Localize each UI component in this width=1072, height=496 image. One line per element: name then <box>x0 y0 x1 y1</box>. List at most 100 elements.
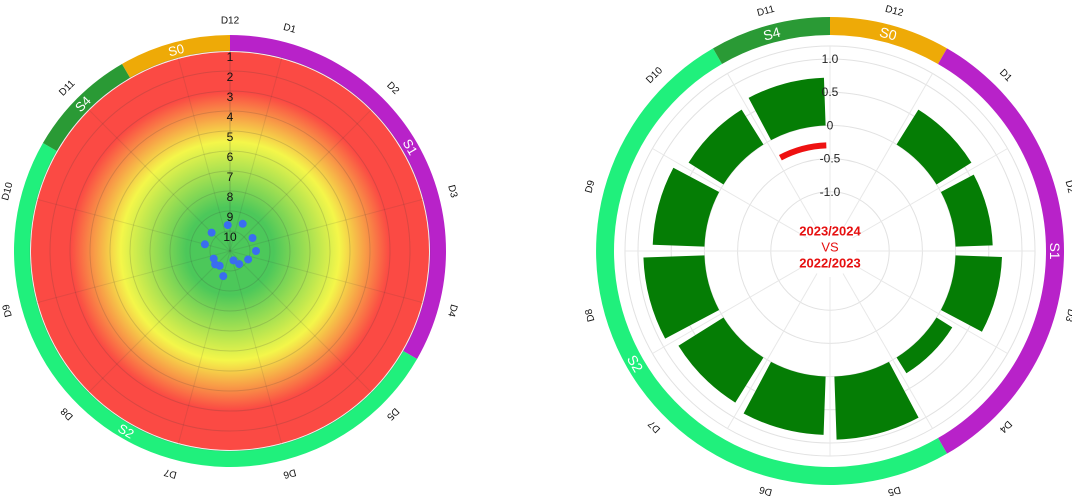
data-point[interactable] <box>229 256 238 265</box>
group-label: S0 <box>878 24 899 44</box>
group-label: S4 <box>761 24 782 44</box>
group-label: S2 <box>115 421 136 442</box>
category-label: D7 <box>646 418 663 435</box>
category-label: D3 <box>1062 308 1072 324</box>
radial-tick-label: 5 <box>227 130 234 144</box>
grid-spoke <box>177 250 231 445</box>
sector-label: D12 <box>221 16 240 27</box>
group-ring-s0 <box>122 35 230 78</box>
group-label: S0 <box>167 41 186 60</box>
sector-label: D10 <box>0 181 15 202</box>
category-label: D8 <box>583 307 597 323</box>
radial-tick-label: -1.0 <box>820 185 841 199</box>
grid-spoke <box>652 148 808 239</box>
category-label: D2 <box>1063 179 1072 195</box>
data-point[interactable] <box>200 240 209 249</box>
bar-positive[interactable] <box>896 317 953 374</box>
radial-bar-chart: S0 S1 S2 S4 1.0 0.5 0 -0.5 -1.0 D12 D1 D2 D3 D4 D5 D6 D7… <box>583 4 1072 496</box>
bar-positive[interactable] <box>688 109 764 185</box>
radial-tick-label: 4 <box>227 110 234 124</box>
grid-spoke <box>36 250 231 304</box>
sector-label: D4 <box>445 303 459 319</box>
radial-tick-label: 1.0 <box>822 52 839 66</box>
group-ring-s1 <box>938 48 1064 454</box>
grid-spoke <box>229 250 283 445</box>
grid-spoke <box>229 57 283 252</box>
grid-spoke <box>177 57 231 252</box>
radial-tick-label: 0.5 <box>822 85 839 99</box>
group-ring-s0 <box>830 17 947 64</box>
sector-label: D2 <box>384 80 401 97</box>
grid-spoke <box>88 250 231 393</box>
grid-spoke <box>727 73 818 229</box>
grid-spoke <box>652 263 808 354</box>
grid-spoke <box>727 273 818 429</box>
data-point[interactable] <box>244 255 253 264</box>
grid-spoke <box>36 198 231 252</box>
grid-circle <box>149 170 311 332</box>
group-label: S2 <box>624 352 647 375</box>
bar-positive[interactable] <box>652 167 720 247</box>
radial-tick-label: 10 <box>223 230 237 244</box>
grid-circle <box>89 110 371 392</box>
radial-scatter-chart: S0S1S2S412345678910D12D1D2D3D4D5D6D7D8D9… <box>0 16 459 481</box>
grid-spoke <box>852 263 1008 354</box>
radial-tick-label: 9 <box>227 210 234 224</box>
radial-tick-label: 7 <box>227 170 234 184</box>
center-label: 2022/2023 <box>799 256 860 271</box>
center-label: 2023/2024 <box>799 224 861 239</box>
bar-positive[interactable] <box>940 255 1002 332</box>
data-point[interactable] <box>235 260 244 269</box>
radial-tick-label: 1 <box>227 50 234 64</box>
radial-tick-label: 6 <box>227 150 234 164</box>
group-label: S1 <box>400 136 421 157</box>
center-label: VS <box>821 240 839 255</box>
category-label: D12 <box>884 4 905 19</box>
radial-tick-label: 0 <box>827 118 834 132</box>
grid-spoke <box>229 250 424 304</box>
bar-negative[interactable] <box>778 142 827 161</box>
grid-circle <box>69 90 391 412</box>
grid-spoke <box>229 250 372 393</box>
grid-spoke <box>852 148 1008 239</box>
category-label: D4 <box>997 418 1014 435</box>
grid-spoke <box>842 273 933 429</box>
grid-circle <box>209 230 251 272</box>
bar-positive[interactable] <box>896 109 972 185</box>
sector-label: D8 <box>59 405 76 422</box>
bar-positive[interactable] <box>940 174 993 247</box>
data-point[interactable] <box>207 228 216 237</box>
data-point[interactable] <box>252 247 260 255</box>
category-label: D5 <box>886 484 902 496</box>
category-label: D11 <box>756 4 776 19</box>
bar-positive[interactable] <box>748 77 826 141</box>
grid-circle <box>49 70 411 432</box>
sector-label: D1 <box>282 22 298 36</box>
category-label: D6 <box>758 483 774 496</box>
group-label: S1 <box>1047 242 1063 259</box>
grid-spoke <box>229 109 372 252</box>
data-point[interactable] <box>223 221 232 230</box>
radial-tick-label: -0.5 <box>820 152 841 166</box>
sector-label: D11 <box>57 78 78 99</box>
bar-positive[interactable] <box>743 361 826 435</box>
category-label: D10 <box>644 65 665 86</box>
bar-positive[interactable] <box>678 317 764 403</box>
grid-spoke <box>842 73 933 229</box>
sector-label: D5 <box>384 405 401 422</box>
bar-positive[interactable] <box>834 361 919 440</box>
bar-positive[interactable] <box>643 255 720 339</box>
category-label: D9 <box>583 179 597 195</box>
grid-spoke <box>229 198 424 252</box>
radial-tick-label: 8 <box>227 190 234 204</box>
grid-circle <box>29 50 431 452</box>
data-point[interactable] <box>248 234 257 242</box>
group-ring-s4 <box>713 17 830 64</box>
data-point[interactable] <box>209 254 218 263</box>
data-point[interactable] <box>238 219 247 228</box>
grid-circle <box>109 130 351 372</box>
data-point[interactable] <box>219 272 228 281</box>
grid-spoke <box>88 109 231 252</box>
radial-tick-label: 3 <box>227 90 234 104</box>
